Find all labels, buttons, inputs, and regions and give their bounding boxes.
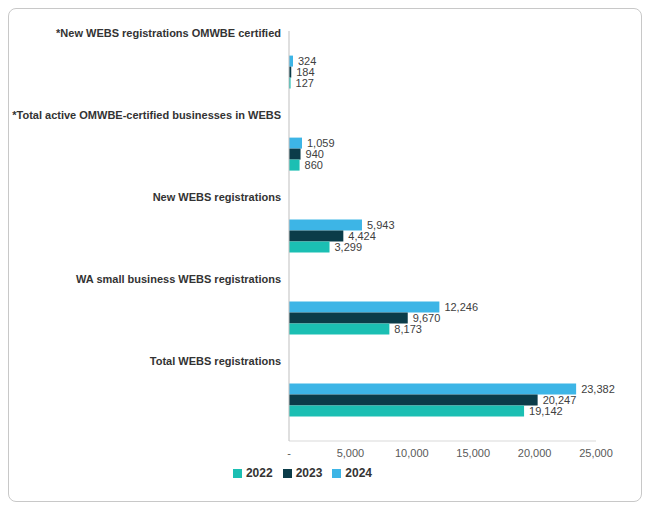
html-text:2022: 2022 <box>245 466 273 480</box>
svg-text:860: 860 <box>305 159 323 171</box>
svg-text:9,670: 9,670 <box>412 312 441 324</box>
svg-text:Total WEBS registrations: Total WEBS registrations <box>150 355 281 367</box>
svg-text:New WEBS registrations: New WEBS registrations <box>153 191 281 203</box>
svg-text:23,382: 23,382 <box>581 383 615 395</box>
svg-text:940: 940 <box>305 148 324 160</box>
svg-text:20,247: 20,247 <box>542 394 577 406</box>
svg-text:127: 127 <box>296 77 314 89</box>
svg-text:25,000: 25,000 <box>579 447 613 459</box>
svg-text:10,000: 10,000 <box>395 447 429 459</box>
svg-text:-: - <box>287 447 291 459</box>
svg-text:1,059: 1,059 <box>307 137 335 149</box>
svg-text:8,173: 8,173 <box>394 323 422 335</box>
svg-text:184: 184 <box>296 66 315 78</box>
svg-text:19,142: 19,142 <box>529 405 563 417</box>
svg-text:5,943: 5,943 <box>367 219 395 231</box>
html-text:2023: 2023 <box>295 466 323 480</box>
svg-text:324: 324 <box>298 55 317 67</box>
svg-text:3,299: 3,299 <box>335 241 363 253</box>
svg-text:15,000: 15,000 <box>456 447 490 459</box>
svg-text:5,000: 5,000 <box>337 447 365 459</box>
svg-text:*New WEBS registrations OMWBE: *New WEBS registrations OMWBE certified <box>56 27 281 39</box>
svg-text:*Total active OMWBE-certified: *Total active OMWBE-certified businesses… <box>12 109 281 121</box>
svg-text:12,246: 12,246 <box>444 301 478 313</box>
svg-text:WA small business WEBS registr: WA small business WEBS registrations <box>76 273 281 285</box>
svg-text:4,424: 4,424 <box>348 230 376 242</box>
svg-text:20,000: 20,000 <box>518 447 552 459</box>
html-text:2024: 2024 <box>345 466 372 480</box>
